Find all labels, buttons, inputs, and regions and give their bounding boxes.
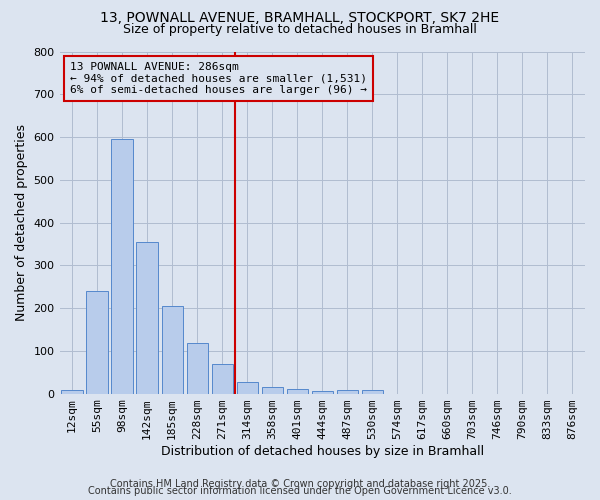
Text: 13, POWNALL AVENUE, BRAMHALL, STOCKPORT, SK7 2HE: 13, POWNALL AVENUE, BRAMHALL, STOCKPORT,… <box>100 12 500 26</box>
Bar <box>187 343 208 394</box>
Bar <box>262 387 283 394</box>
X-axis label: Distribution of detached houses by size in Bramhall: Distribution of detached houses by size … <box>161 444 484 458</box>
Bar <box>86 291 108 394</box>
Bar <box>112 139 133 394</box>
Text: Size of property relative to detached houses in Bramhall: Size of property relative to detached ho… <box>123 22 477 36</box>
Bar <box>311 391 333 394</box>
Bar <box>236 382 258 394</box>
Bar <box>212 364 233 394</box>
Bar <box>337 390 358 394</box>
Bar <box>136 242 158 394</box>
Bar <box>61 390 83 394</box>
Bar <box>362 390 383 394</box>
Y-axis label: Number of detached properties: Number of detached properties <box>15 124 28 321</box>
Text: 13 POWNALL AVENUE: 286sqm
← 94% of detached houses are smaller (1,531)
6% of sem: 13 POWNALL AVENUE: 286sqm ← 94% of detac… <box>70 62 367 95</box>
Bar <box>161 306 183 394</box>
Text: Contains HM Land Registry data © Crown copyright and database right 2025.: Contains HM Land Registry data © Crown c… <box>110 479 490 489</box>
Text: Contains public sector information licensed under the Open Government Licence v3: Contains public sector information licen… <box>88 486 512 496</box>
Bar <box>287 390 308 394</box>
